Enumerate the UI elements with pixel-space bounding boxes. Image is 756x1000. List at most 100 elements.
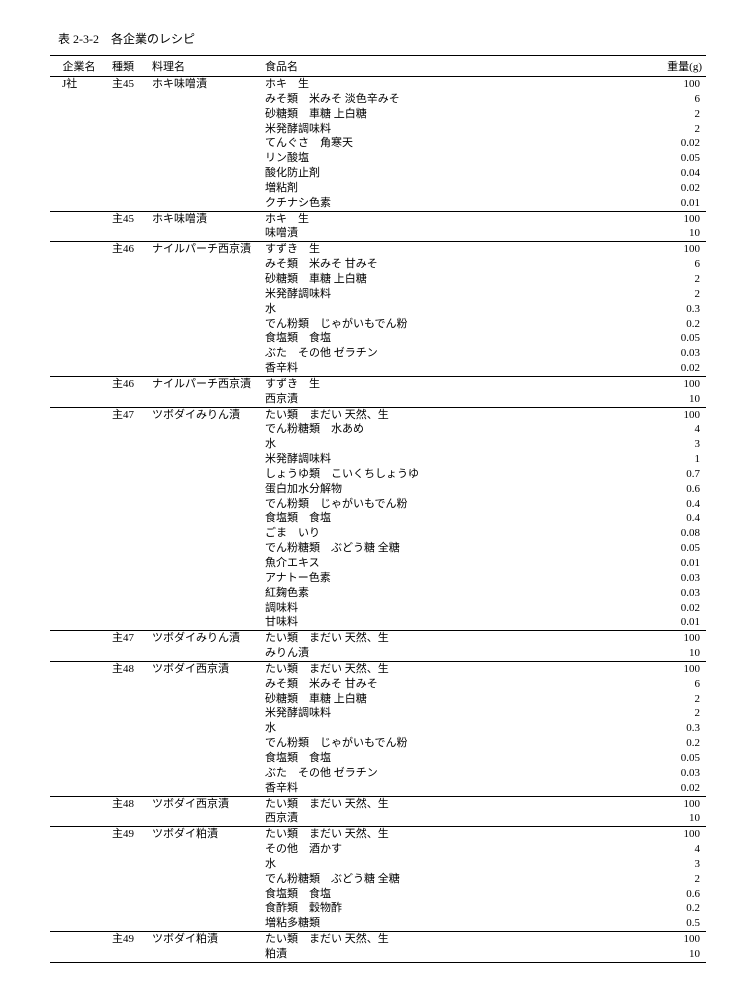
cell-company bbox=[50, 661, 108, 676]
cell-food: リン酸塩 bbox=[261, 151, 638, 166]
table-row: アナトー色素0.03 bbox=[50, 571, 706, 586]
cell-weight: 2 bbox=[638, 272, 706, 287]
table-row: 甘味料0.01 bbox=[50, 615, 706, 630]
cell-weight: 100 bbox=[638, 631, 706, 646]
cell-dish bbox=[148, 556, 261, 571]
cell-type bbox=[108, 901, 148, 916]
cell-dish bbox=[148, 526, 261, 541]
table-row: 酸化防止剤0.04 bbox=[50, 166, 706, 181]
cell-weight: 10 bbox=[638, 811, 706, 826]
cell-type bbox=[108, 497, 148, 512]
cell-food: その他 酒かす bbox=[261, 842, 638, 857]
table-row: クチナシ色素0.01 bbox=[50, 196, 706, 211]
cell-company bbox=[50, 827, 108, 842]
cell-type bbox=[108, 601, 148, 616]
cell-type bbox=[108, 452, 148, 467]
cell-weight: 2 bbox=[638, 706, 706, 721]
cell-dish bbox=[148, 646, 261, 661]
cell-type bbox=[108, 646, 148, 661]
cell-dish bbox=[148, 151, 261, 166]
cell-type bbox=[108, 317, 148, 332]
cell-dish bbox=[148, 302, 261, 317]
cell-type bbox=[108, 181, 148, 196]
cell-food: でん粉類 じゃがいもでん粉 bbox=[261, 736, 638, 751]
cell-dish: ツボダイ西京漬 bbox=[148, 796, 261, 811]
cell-dish: ツボダイ西京漬 bbox=[148, 661, 261, 676]
cell-food: 香辛料 bbox=[261, 361, 638, 376]
table-row: でん粉糖類 ぶどう糖 全糖0.05 bbox=[50, 541, 706, 556]
cell-dish bbox=[148, 901, 261, 916]
col-header-weight: 重量(g) bbox=[638, 56, 706, 77]
cell-company bbox=[50, 692, 108, 707]
table-row: みりん漬10 bbox=[50, 646, 706, 661]
cell-type: 主47 bbox=[108, 407, 148, 422]
cell-food: でん粉類 じゃがいもでん粉 bbox=[261, 497, 638, 512]
cell-food: 砂糖類 車糖 上白糖 bbox=[261, 272, 638, 287]
cell-weight: 100 bbox=[638, 407, 706, 422]
cell-company bbox=[50, 122, 108, 137]
cell-dish bbox=[148, 916, 261, 931]
cell-weight: 0.4 bbox=[638, 511, 706, 526]
table-row: 砂糖類 車糖 上白糖2 bbox=[50, 272, 706, 287]
cell-weight: 100 bbox=[638, 661, 706, 676]
cell-dish bbox=[148, 766, 261, 781]
cell-food: 米発酵調味料 bbox=[261, 452, 638, 467]
cell-food: しょうゆ類 こいくちしょうゆ bbox=[261, 467, 638, 482]
cell-dish bbox=[148, 677, 261, 692]
cell-food: たい類 まだい 天然、生 bbox=[261, 827, 638, 842]
cell-weight: 0.02 bbox=[638, 136, 706, 151]
cell-type bbox=[108, 361, 148, 376]
cell-weight: 0.05 bbox=[638, 541, 706, 556]
cell-company bbox=[50, 272, 108, 287]
cell-food: 米発酵調味料 bbox=[261, 287, 638, 302]
cell-weight: 0.01 bbox=[638, 196, 706, 211]
cell-dish bbox=[148, 842, 261, 857]
cell-type bbox=[108, 392, 148, 407]
cell-food: 水 bbox=[261, 721, 638, 736]
cell-company bbox=[50, 811, 108, 826]
cell-food: 水 bbox=[261, 437, 638, 452]
cell-company bbox=[50, 211, 108, 226]
table-row: 主48ツボダイ西京漬たい類 まだい 天然、生100 bbox=[50, 796, 706, 811]
table-row: 砂糖類 車糖 上白糖2 bbox=[50, 107, 706, 122]
cell-company bbox=[50, 646, 108, 661]
table-row: 主49ツボダイ粕漬たい類 まだい 天然、生100 bbox=[50, 827, 706, 842]
cell-type: 主47 bbox=[108, 631, 148, 646]
cell-company bbox=[50, 317, 108, 332]
cell-weight: 0.02 bbox=[638, 601, 706, 616]
cell-type bbox=[108, 916, 148, 931]
cell-weight: 100 bbox=[638, 211, 706, 226]
cell-dish bbox=[148, 226, 261, 241]
cell-company bbox=[50, 181, 108, 196]
cell-company bbox=[50, 751, 108, 766]
cell-food: 水 bbox=[261, 302, 638, 317]
table-row: 主47ツボダイみりん漬たい類 まだい 天然、生100 bbox=[50, 631, 706, 646]
cell-dish bbox=[148, 122, 261, 137]
cell-type bbox=[108, 526, 148, 541]
cell-company bbox=[50, 392, 108, 407]
cell-company bbox=[50, 571, 108, 586]
cell-company bbox=[50, 706, 108, 721]
table-row: 主46ナイルパーチ西京漬すずき 生100 bbox=[50, 242, 706, 257]
cell-weight: 0.5 bbox=[638, 916, 706, 931]
cell-company bbox=[50, 482, 108, 497]
table-row: ぶた その他 ゼラチン0.03 bbox=[50, 346, 706, 361]
cell-weight: 0.2 bbox=[638, 901, 706, 916]
cell-dish: ナイルパーチ西京漬 bbox=[148, 242, 261, 257]
cell-dish bbox=[148, 437, 261, 452]
cell-company bbox=[50, 721, 108, 736]
table-row: てんぐさ 角寒天0.02 bbox=[50, 136, 706, 151]
cell-type bbox=[108, 692, 148, 707]
cell-weight: 0.2 bbox=[638, 736, 706, 751]
cell-weight: 0.03 bbox=[638, 586, 706, 601]
cell-dish bbox=[148, 947, 261, 962]
cell-food: 食塩類 食塩 bbox=[261, 331, 638, 346]
cell-dish bbox=[148, 511, 261, 526]
table-row: 食酢類 穀物酢0.2 bbox=[50, 901, 706, 916]
cell-weight: 2 bbox=[638, 122, 706, 137]
cell-weight: 0.04 bbox=[638, 166, 706, 181]
cell-dish bbox=[148, 736, 261, 751]
table-row: 紅麹色素0.03 bbox=[50, 586, 706, 601]
cell-company bbox=[50, 541, 108, 556]
cell-type bbox=[108, 947, 148, 962]
